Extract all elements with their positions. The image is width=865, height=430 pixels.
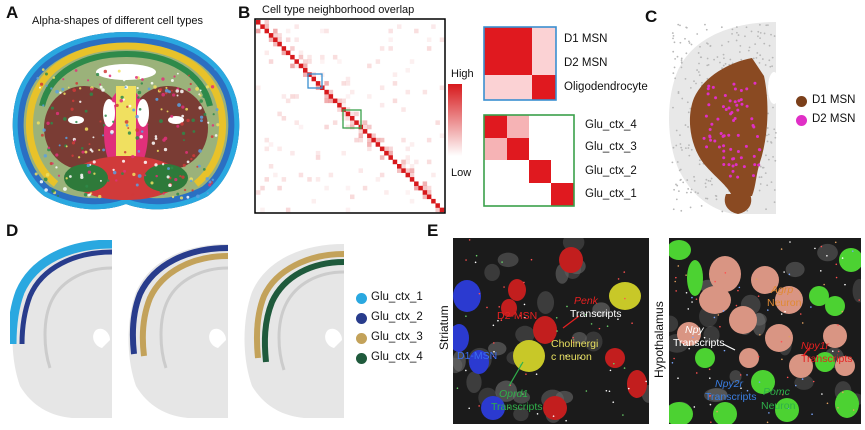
legend-dot-d1msn <box>796 96 807 107</box>
cholinergic-label-line1: Cholinergi <box>551 338 599 350</box>
legend-label-glu-ctx-3: Glu_ctx_3 <box>371 331 423 343</box>
npy2r-transcripts-label: Transcripts <box>705 391 757 403</box>
npy1r-gene-label: Npy1r <box>801 340 830 352</box>
hypothalamus-micrograph: Agrp Neuron Npy Transcripts Npy1r Transc… <box>669 238 861 424</box>
legend-label-d2msn: D2 MSN <box>812 113 856 125</box>
zoom-label-glu-ctx-3: Glu_ctx_3 <box>585 141 637 153</box>
d1-msn-label: D1-MSN <box>457 350 498 362</box>
legend-label-d1msn: D1 MSN <box>812 94 856 106</box>
panel-a-title: Alpha-shapes of different cell types <box>32 15 204 27</box>
glu-section-3 <box>244 244 345 418</box>
zoom-matrix-glu <box>483 114 575 207</box>
zoom-matrix-msn <box>483 26 557 101</box>
npy2r-gene-label: Npy2r <box>715 378 744 390</box>
hypothalamus-region-label: Hypothalamus <box>652 301 666 378</box>
zoom-label-d2msn: D2 MSN <box>564 57 608 69</box>
npy1r-transcripts-label: Transcripts <box>801 353 853 365</box>
striatum-micrograph: Penk Transcripts D2-MSN D1-MSN Cholinerg… <box>453 238 649 424</box>
oprd1-transcripts-label: Transcripts <box>491 401 543 413</box>
colorbar-high-label: High <box>451 68 474 80</box>
alpha-shapes-brain-section <box>12 32 240 210</box>
penk-gene-label: Penk <box>574 295 598 307</box>
oprd1-gene-label: Oprd1 <box>499 388 529 400</box>
colorbar-low-label: Low <box>451 167 472 179</box>
panel-label-b: B <box>238 3 251 22</box>
npy-transcripts-label: Transcripts <box>673 337 725 349</box>
d2-msn-label: D2-MSN <box>497 310 538 322</box>
legend-label-glu-ctx-2: Glu_ctx_2 <box>371 311 423 323</box>
panel-label-d: D <box>6 221 19 240</box>
panel-label-e: E <box>427 221 439 240</box>
pomc-neuron-label: Neuron <box>761 400 796 412</box>
neighborhood-overlap-matrix <box>254 18 446 214</box>
panel-label-c: C <box>645 7 658 26</box>
zoom-box-msn <box>307 73 323 89</box>
agrp-gene-label: Agrp <box>771 284 794 296</box>
striatum-region-label: Striatum <box>437 305 451 350</box>
msn-hemisphere-section <box>669 22 780 214</box>
npy-gene-label: Npy <box>685 324 704 336</box>
zoom-label-glu-ctx-4: Glu_ctx_4 <box>585 119 637 131</box>
legend-dot-glu-ctx-3 <box>356 333 367 344</box>
legend-dot-glu-ctx-4 <box>356 353 367 364</box>
legend-dot-glu-ctx-2 <box>356 313 367 324</box>
cholinergic-label-line2: c neuron <box>551 351 592 363</box>
panel-b-title: Cell type neighborhood overlap <box>262 4 415 16</box>
agrp-neuron-label: Neuron <box>767 297 802 309</box>
legend-dot-glu-ctx-1 <box>356 293 367 304</box>
zoom-label-d1msn: D1 MSN <box>564 33 608 45</box>
legend-label-glu-ctx-1: Glu_ctx_1 <box>371 291 423 303</box>
zoom-label-glu-ctx-2: Glu_ctx_2 <box>585 165 637 177</box>
zoom-label-oligodendrocyte: Oligodendrocyte <box>564 81 648 93</box>
pomc-gene-label: Pomc <box>763 386 790 398</box>
zoom-box-glu <box>342 109 362 129</box>
glu-section-2 <box>128 244 229 418</box>
glu-ctx-hemisphere-sections <box>10 240 345 418</box>
glu-section-1 <box>10 240 113 418</box>
panel-label-a: A <box>6 3 19 22</box>
penk-transcripts-label: Transcripts <box>570 308 622 320</box>
legend-label-glu-ctx-4: Glu_ctx_4 <box>371 351 423 363</box>
colorbar <box>448 84 462 156</box>
zoom-label-glu-ctx-1: Glu_ctx_1 <box>585 188 637 200</box>
legend-dot-d2msn <box>796 115 807 126</box>
